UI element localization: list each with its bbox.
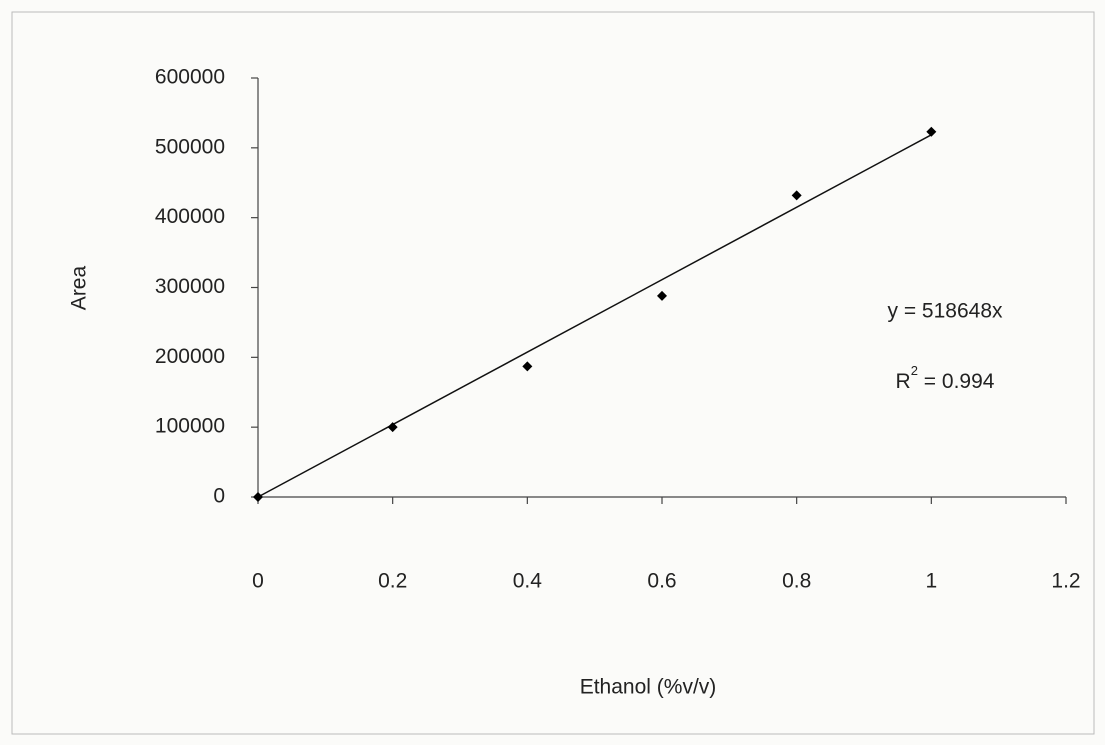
- data-point: [657, 290, 667, 301]
- x-tick-label: 0.2: [378, 570, 407, 593]
- r-symbol: R: [896, 370, 911, 393]
- x-tick-label: 0: [252, 570, 264, 593]
- y-tick-label: 0: [213, 485, 225, 508]
- x-axis-title: Ethanol (%v/v): [580, 676, 717, 699]
- data-point: [926, 126, 937, 137]
- trendline-equation: y = 518648x: [887, 300, 1003, 323]
- y-tick-label: 200000: [155, 345, 225, 368]
- data-point: [522, 361, 533, 372]
- x-tick-label: 0.8: [782, 570, 811, 593]
- x-tick-label: 0.4: [513, 570, 543, 593]
- x-tick-label: 1: [925, 570, 937, 593]
- chart-border: [11, 11, 1095, 735]
- r-value: = 0.994: [918, 370, 995, 393]
- y-tick-label: 500000: [155, 135, 225, 158]
- r-squared: R2 = 0.994: [896, 363, 995, 392]
- trendline: [257, 134, 932, 498]
- x-tick-label: 0.6: [647, 570, 676, 593]
- y-axis-title: Area: [68, 266, 91, 311]
- y-tick-label: 100000: [155, 415, 225, 438]
- r-exponent: 2: [911, 363, 918, 378]
- data-point: [791, 190, 802, 201]
- y-tick-label: 400000: [155, 205, 225, 228]
- data-point: [387, 422, 398, 433]
- y-tick-label: 600000: [155, 66, 225, 89]
- data-point: [253, 492, 263, 502]
- x-tick-label: 1.2: [1051, 570, 1080, 593]
- y-tick-label: 300000: [155, 275, 225, 298]
